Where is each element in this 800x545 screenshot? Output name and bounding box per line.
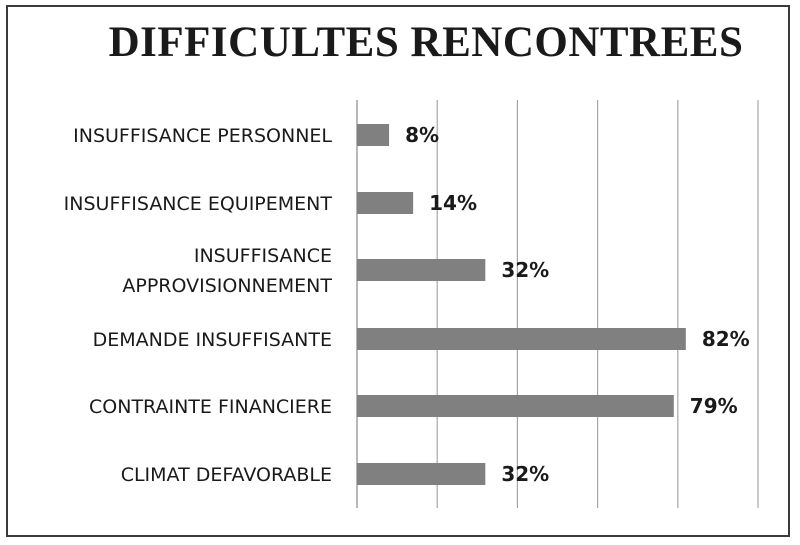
category-label-line: INSUFFISANCE bbox=[194, 245, 332, 267]
category-labels: INSUFFISANCE PERSONNEL INSUFFISANCE EQUIP… bbox=[64, 125, 333, 486]
category-label-line: DEMANDE INSUFFISANTE bbox=[93, 329, 332, 351]
category-label-line: INSUFFISANCE PERSONNEL bbox=[73, 125, 332, 147]
category-label: INSUFFISANCE EQUIPEMENT bbox=[64, 193, 333, 215]
category-label-line: CLIMAT DEFAVORABLE bbox=[121, 464, 332, 486]
category-label: CONTRAINTE FINANCIERE bbox=[89, 396, 332, 418]
category-label: DEMANDE INSUFFISANTE bbox=[93, 329, 332, 351]
category-label: INSUFFISANCE PERSONNEL bbox=[73, 125, 332, 147]
value-label: 79% bbox=[690, 394, 738, 418]
value-label: 32% bbox=[501, 462, 549, 486]
category-label-line: APPROVISIONNEMENT bbox=[122, 275, 332, 297]
bar bbox=[357, 124, 390, 146]
category-label: CLIMAT DEFAVORABLE bbox=[121, 464, 332, 486]
category-label-line: INSUFFISANCE EQUIPEMENT bbox=[64, 193, 333, 215]
value-label: 32% bbox=[501, 258, 549, 282]
value-labels: 8% 14% 32% 82% 79% 32% bbox=[405, 123, 750, 486]
chart-title: DIFFICULTES RENCONTREES bbox=[108, 19, 744, 66]
bar bbox=[357, 259, 486, 281]
bars bbox=[357, 124, 686, 485]
value-label: 8% bbox=[405, 123, 439, 147]
value-label: 82% bbox=[702, 327, 750, 351]
category-label: INSUFFISANCE APPROVISIONNEMENT bbox=[122, 245, 332, 297]
category-label-line: CONTRAINTE FINANCIERE bbox=[89, 396, 332, 418]
value-label: 14% bbox=[429, 191, 477, 215]
bar bbox=[357, 192, 414, 214]
gridlines bbox=[356, 100, 759, 508]
bar bbox=[357, 463, 486, 485]
bar bbox=[357, 328, 686, 350]
bar bbox=[357, 395, 674, 417]
